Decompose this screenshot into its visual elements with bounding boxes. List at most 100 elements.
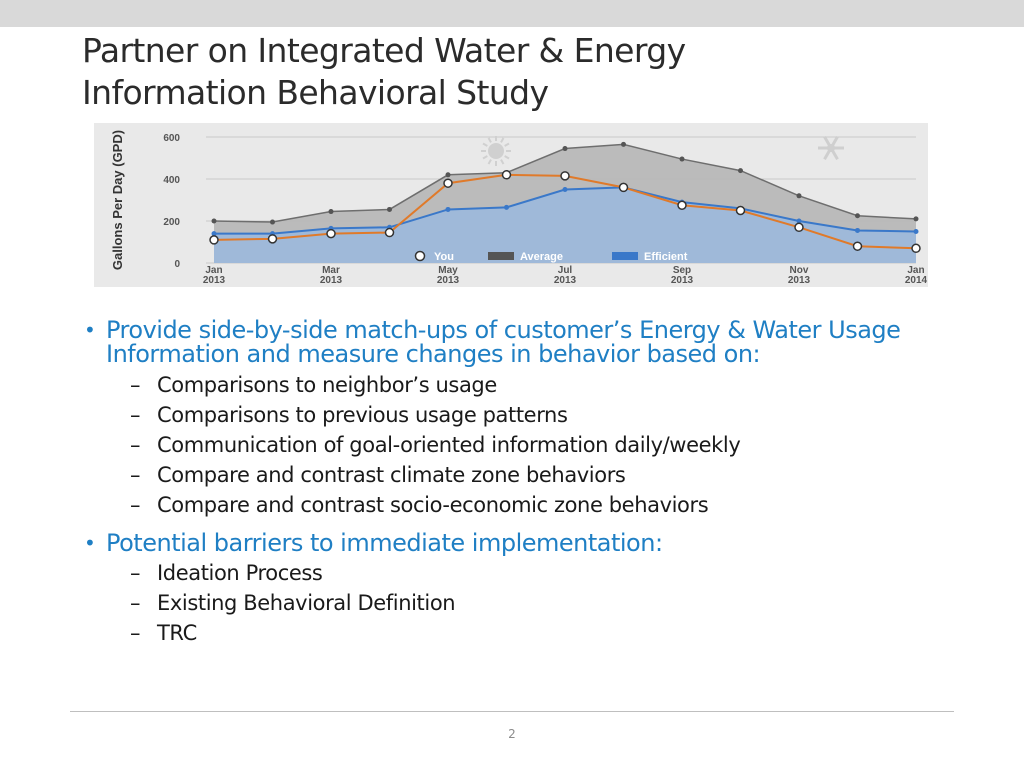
efficient-point (913, 229, 919, 234)
sub-item-text: Comparisons to previous usage patterns (157, 403, 568, 427)
efficient-point (211, 231, 217, 237)
x-tick-label: 2013 (437, 275, 460, 286)
bullet-dot: • (84, 318, 96, 342)
x-tick-label: Sep (673, 265, 691, 276)
sub-item: – TRC (130, 621, 197, 645)
you-point (501, 170, 512, 180)
legend-efficient-label: Efficient (644, 251, 688, 263)
efficient-point (562, 187, 568, 192)
bullet-list: • Provide side-by-side match-ups of cust… (84, 318, 984, 648)
legend-you-label: You (434, 251, 454, 263)
sun-icon-ray (482, 155, 488, 160)
average-point (270, 219, 275, 225)
average-point (679, 156, 685, 162)
y-tick-label: 400 (163, 175, 180, 186)
average-point (387, 206, 392, 212)
page-number: 2 (508, 727, 516, 741)
slide-title-line-2: Information Behavioral Study (82, 73, 549, 112)
sub-item: – Existing Behavioral Definition (130, 591, 456, 615)
y-axis-title: Gallons Per Day (GPD) (110, 130, 125, 270)
sun-icon-ray (487, 159, 492, 165)
bullet-dot: • (84, 531, 96, 555)
sub-item: – Compare and contrast climate zone behav… (130, 463, 626, 487)
you-point (443, 178, 453, 188)
bullet-2: • Potential barriers to immediate implem… (84, 528, 984, 558)
y-tick-label: 0 (174, 259, 180, 270)
sub-item-text: Existing Behavioral Definition (157, 591, 456, 615)
you-point (677, 200, 687, 210)
efficient-point (504, 204, 509, 210)
average-point (738, 168, 743, 174)
sub-item-text: TRC (157, 621, 197, 645)
you-point (618, 182, 629, 193)
average-point (328, 209, 334, 215)
sub-item: – Communication of goal-oriented informat… (130, 433, 741, 457)
sub-item-text: Communication of goal-oriented informati… (157, 433, 741, 457)
x-tick-label: 2013 (203, 275, 226, 286)
efficient-point (445, 206, 451, 212)
average-point (796, 193, 802, 199)
sun-icon-ray (487, 137, 492, 143)
you-point (209, 235, 219, 245)
average-point (913, 216, 919, 222)
sun-icon-ray (504, 142, 510, 147)
you-point (735, 205, 746, 216)
you-point (560, 171, 570, 181)
water-usage-chart: 0 200 400 600 Gallons Per Day (GPD) Jan 2013 Ma… (94, 123, 928, 287)
average-point (211, 218, 217, 224)
efficient-point (855, 227, 860, 233)
top-band (0, 0, 1024, 27)
you-point (794, 222, 804, 233)
x-tick-label: Mar (322, 265, 340, 276)
sun-icon-core (488, 143, 504, 159)
x-tick-label: May (438, 265, 458, 276)
y-tick-label: 200 (163, 217, 180, 228)
sub-item: – Comparisons to previous usage patterns (130, 403, 568, 427)
legend-you-marker (414, 250, 426, 262)
sun-icon (481, 136, 511, 166)
x-tick-label: Nov (790, 265, 809, 276)
legend-efficient-swatch (612, 252, 638, 260)
sun-icon-ray (500, 159, 505, 165)
you-point (911, 243, 921, 254)
sub-item: – Compare and contrast socio-economic zon… (130, 493, 709, 517)
slide-title: Partner on Integrated Water & Energy Inf… (82, 30, 982, 114)
y-tick-label: 600 (163, 133, 180, 144)
snowflake-icon (818, 135, 844, 161)
you-point (852, 241, 863, 251)
sun-icon-ray (504, 155, 510, 160)
x-tick-label: 2013 (671, 275, 694, 286)
average-point (445, 172, 451, 178)
sub-item-text: Ideation Process (157, 561, 323, 585)
x-tick-label: 2014 (905, 275, 928, 286)
slide-title-line-1: Partner on Integrated Water & Energy (82, 31, 686, 70)
sub-item-text: Compare and contrast socio-economic zone… (157, 493, 709, 517)
average-point (855, 213, 860, 219)
legend-average-swatch (488, 252, 514, 260)
x-tick-label: Jul (558, 265, 573, 276)
legend-average-label: Average (520, 251, 563, 263)
sun-icon-ray (482, 142, 488, 147)
you-point (384, 227, 395, 238)
sub-item: – Comparisons to neighbor’s usage (130, 373, 497, 397)
footer-divider (70, 711, 954, 712)
sub-item: – Ideation Process (130, 561, 323, 585)
x-tick-label: Jan (907, 265, 924, 276)
sub-item-text: Comparisons to neighbor’s usage (157, 373, 497, 397)
sub-item-text: Compare and contrast climate zone behavi… (157, 463, 626, 487)
bullet-1-text: Provide side-by-side match-ups of custom… (106, 316, 901, 368)
x-tick-label: 2013 (788, 275, 811, 286)
bullet-2-text: Potential barriers to immediate implemen… (106, 529, 663, 557)
average-point (562, 146, 568, 152)
average-point (621, 141, 626, 147)
x-tick-label: Jan (205, 265, 222, 276)
bullet-1: • Provide side-by-side match-ups of cust… (84, 318, 984, 366)
x-tick-label: 2013 (320, 275, 343, 286)
snowflake-icon-core (827, 144, 835, 152)
you-point (326, 228, 336, 239)
sun-icon-ray (500, 137, 505, 143)
you-point (267, 234, 278, 244)
x-tick-label: 2013 (554, 275, 577, 286)
efficient-area (214, 187, 916, 263)
